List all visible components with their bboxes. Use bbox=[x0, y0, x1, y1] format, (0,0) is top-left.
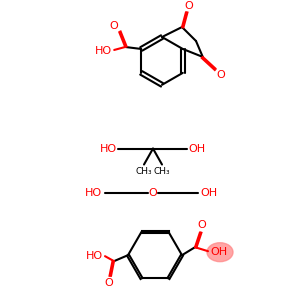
Text: O: O bbox=[110, 21, 118, 31]
Text: CH₃: CH₃ bbox=[136, 167, 152, 176]
Ellipse shape bbox=[207, 243, 233, 262]
Text: O: O bbox=[105, 278, 113, 288]
Text: CH₃: CH₃ bbox=[154, 167, 170, 176]
Text: O: O bbox=[148, 188, 158, 198]
Text: OH: OH bbox=[210, 247, 228, 257]
Text: HO: HO bbox=[95, 46, 112, 56]
Text: HO: HO bbox=[99, 144, 117, 154]
Text: O: O bbox=[184, 1, 194, 11]
Text: HO: HO bbox=[85, 251, 103, 261]
Text: O: O bbox=[198, 220, 206, 230]
Text: HO: HO bbox=[84, 188, 102, 198]
Text: OH: OH bbox=[200, 188, 218, 198]
Text: O: O bbox=[216, 70, 225, 80]
Text: OH: OH bbox=[188, 144, 206, 154]
